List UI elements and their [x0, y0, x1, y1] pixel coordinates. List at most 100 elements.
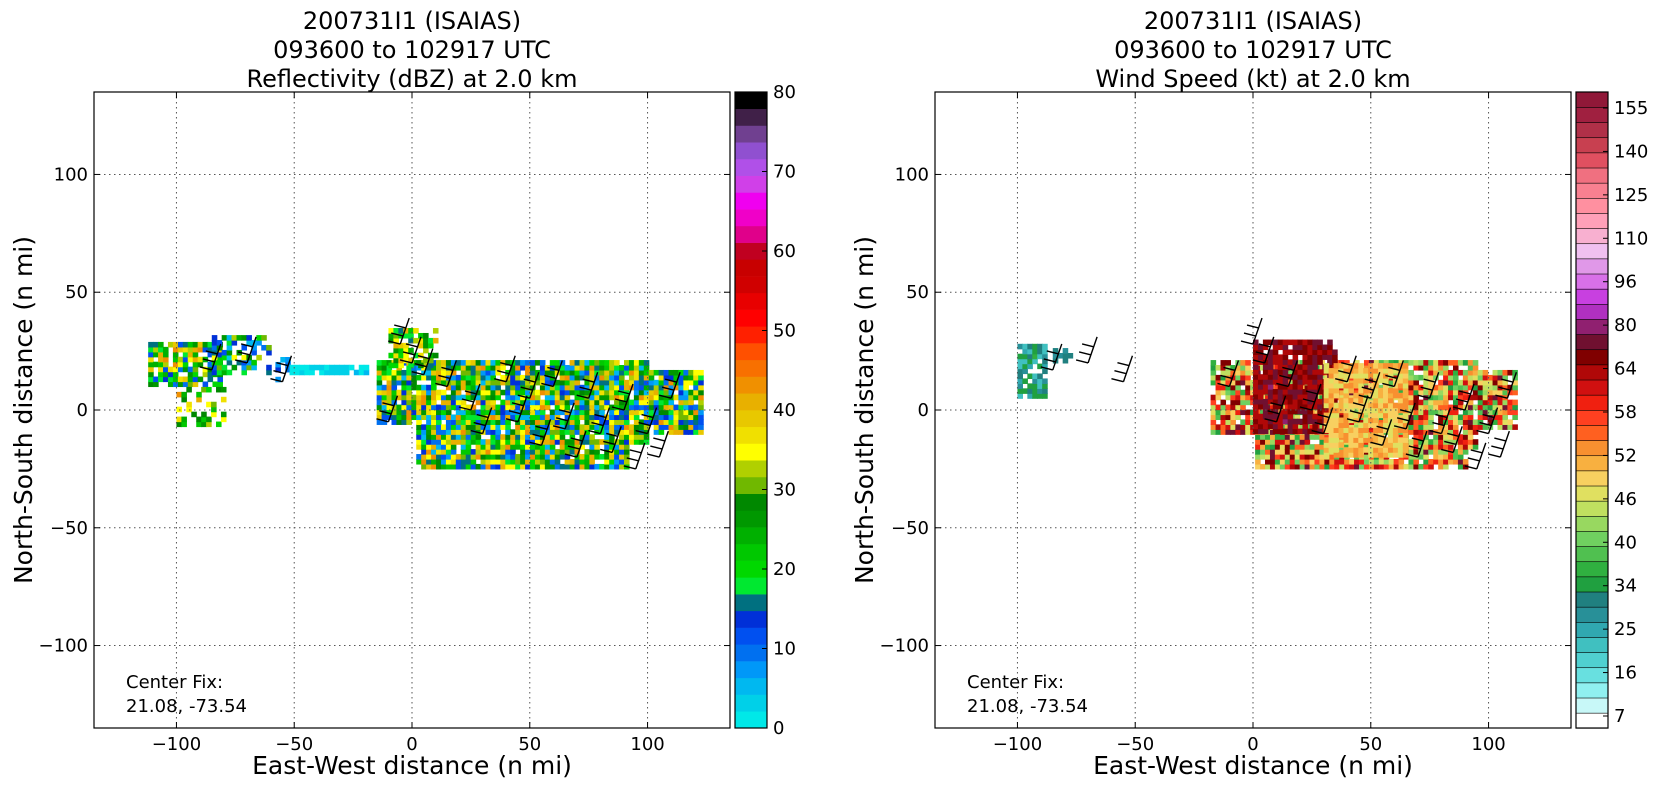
field-cell — [1042, 388, 1048, 394]
field-cell — [460, 369, 467, 376]
field-cell — [564, 374, 571, 381]
field-cell — [688, 414, 694, 421]
field-cell — [505, 429, 511, 435]
field-cell — [1037, 343, 1043, 350]
field-cell — [589, 463, 595, 470]
field-cell — [1413, 419, 1419, 425]
field-cell — [393, 362, 399, 369]
field-cell — [465, 463, 472, 470]
field-cell — [604, 444, 610, 450]
field-cell — [1282, 413, 1289, 420]
field-cell — [470, 409, 477, 416]
field-cell — [1387, 373, 1394, 379]
field-cell — [1349, 424, 1355, 430]
field-cell — [1373, 412, 1379, 419]
field-cell — [1397, 437, 1404, 443]
colorbar-tick-label: 60 — [773, 241, 796, 262]
field-cell — [1284, 444, 1291, 450]
field-cell — [465, 444, 472, 450]
field-cell — [1497, 424, 1504, 430]
field-cell — [1507, 369, 1513, 376]
field-cell — [309, 364, 315, 371]
field-cell — [396, 369, 402, 376]
colorbar-segment — [735, 343, 767, 361]
field-cell — [564, 389, 571, 396]
field-cell — [480, 458, 487, 465]
field-cell — [1507, 384, 1513, 391]
field-cell — [668, 369, 675, 376]
field-cell — [628, 424, 635, 430]
field-cell — [1294, 458, 1301, 465]
field-cell — [643, 365, 650, 371]
field-cell — [1304, 454, 1311, 460]
field-cell — [515, 414, 521, 421]
field-cell — [1433, 389, 1439, 396]
field-cell — [490, 454, 496, 460]
field-cell — [525, 458, 531, 465]
field-cell — [1363, 447, 1369, 453]
wind-barb — [388, 317, 410, 345]
field-cell — [388, 337, 394, 344]
field-cell — [1260, 463, 1266, 470]
field-cell — [1294, 434, 1301, 440]
field-cell — [604, 419, 610, 425]
wind-barb — [1495, 371, 1518, 399]
field-cell — [490, 434, 496, 440]
field-cell — [1328, 373, 1335, 379]
field-cell — [619, 444, 625, 450]
field-cell — [643, 389, 650, 396]
field-cell — [505, 389, 511, 396]
field-cell — [1257, 423, 1264, 430]
field-cell — [604, 360, 610, 366]
field-cell — [1307, 428, 1313, 435]
field-cell — [1269, 463, 1276, 470]
field-cell — [1507, 404, 1513, 411]
field-cell — [177, 361, 184, 368]
field-cell — [579, 399, 586, 406]
field-cell — [182, 356, 189, 363]
field-cell — [324, 369, 330, 376]
field-cell — [1329, 463, 1335, 470]
field-cell — [217, 351, 223, 358]
field-cell — [579, 374, 586, 381]
field-cell — [470, 414, 477, 421]
field-cell — [1230, 389, 1236, 396]
field-cell — [534, 404, 541, 411]
field-cell — [470, 449, 477, 455]
field-cell — [426, 424, 432, 430]
field-cell — [1363, 387, 1369, 394]
field-cell — [1423, 444, 1429, 450]
field-cell — [1344, 458, 1350, 465]
field-cell — [1032, 388, 1038, 394]
field-cell — [460, 458, 467, 465]
field-cell — [1297, 393, 1304, 400]
field-cell — [1512, 399, 1518, 406]
field-cell — [167, 366, 174, 373]
field-cell — [1368, 363, 1374, 369]
field-cell — [299, 369, 305, 376]
field-cell — [1452, 389, 1459, 396]
field-cell — [1267, 384, 1274, 390]
field-cell — [495, 434, 501, 440]
field-cell — [1287, 413, 1294, 420]
field-cell — [1393, 360, 1400, 366]
field-cell — [1428, 463, 1434, 470]
colorbar-tick-label: 110 — [1614, 228, 1648, 249]
field-cell — [1358, 437, 1364, 443]
field-cell — [416, 439, 422, 445]
field-cell — [534, 389, 541, 396]
wind-barb — [1464, 442, 1487, 470]
field-cell — [1472, 394, 1479, 401]
field-cell — [445, 444, 452, 450]
field-cell — [304, 369, 310, 376]
field-cell — [1383, 363, 1389, 369]
field-cell — [1230, 424, 1236, 430]
field-cell — [1262, 344, 1269, 351]
field-cell — [1245, 384, 1251, 391]
field-cell — [594, 394, 600, 401]
field-cell — [421, 458, 427, 465]
field-cell — [403, 357, 409, 364]
field-cell — [619, 424, 625, 430]
field-cell — [1387, 412, 1394, 419]
field-cell — [688, 379, 694, 386]
